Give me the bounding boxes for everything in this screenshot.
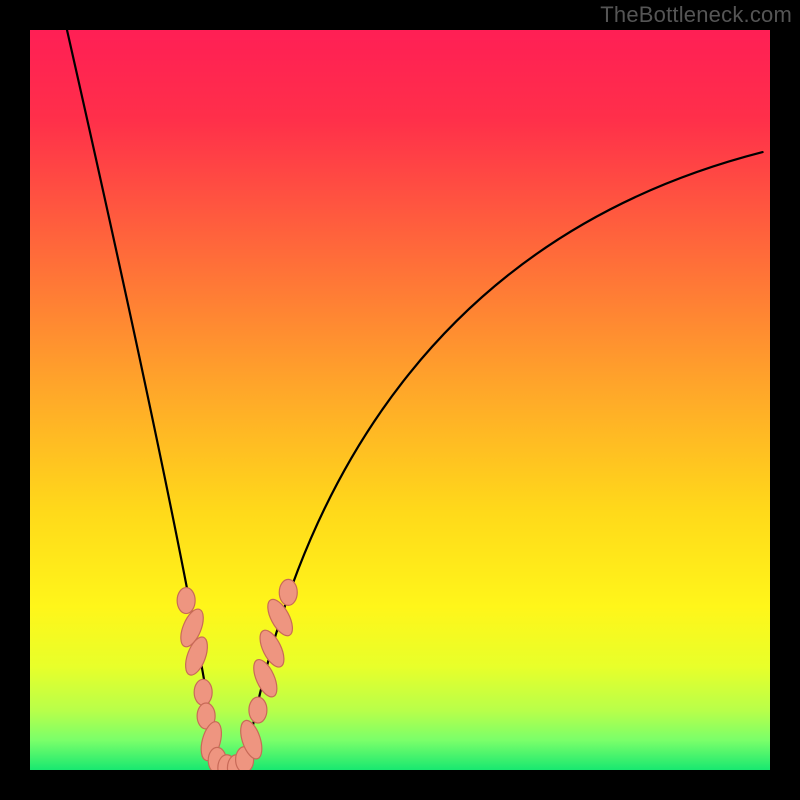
curve-marker: [279, 579, 297, 605]
gradient-background: [30, 30, 770, 770]
watermark-text: TheBottleneck.com: [600, 2, 792, 28]
curve-marker: [249, 697, 267, 723]
curve-marker: [177, 588, 195, 614]
bottleneck-chart: [30, 30, 770, 770]
curve-marker: [194, 679, 212, 705]
